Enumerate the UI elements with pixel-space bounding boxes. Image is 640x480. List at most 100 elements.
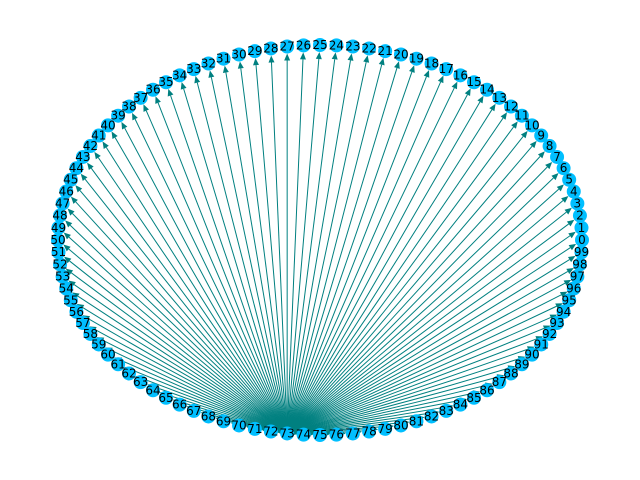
node-8[interactable] xyxy=(542,139,557,154)
node-50[interactable] xyxy=(51,233,65,247)
node-98[interactable] xyxy=(572,257,587,272)
node-81[interactable] xyxy=(409,414,424,429)
node-48[interactable] xyxy=(53,208,68,223)
node-30[interactable] xyxy=(232,47,247,62)
node-77[interactable] xyxy=(345,426,360,441)
node-72[interactable] xyxy=(263,424,278,439)
node-65[interactable] xyxy=(159,390,174,405)
node-23[interactable] xyxy=(345,39,360,54)
node-5[interactable] xyxy=(562,172,577,187)
node-57[interactable] xyxy=(75,316,90,331)
node-35[interactable] xyxy=(159,75,174,90)
node-92[interactable] xyxy=(542,326,557,341)
node-28[interactable] xyxy=(263,41,278,56)
node-67[interactable] xyxy=(186,403,201,418)
node-27[interactable] xyxy=(280,39,295,54)
node-94[interactable] xyxy=(556,304,571,319)
node-97[interactable] xyxy=(570,269,585,284)
node-15[interactable] xyxy=(466,75,481,90)
node-4[interactable] xyxy=(566,184,581,199)
node-83[interactable] xyxy=(439,403,454,418)
node-91[interactable] xyxy=(534,337,549,352)
node-63[interactable] xyxy=(133,375,148,390)
node-21[interactable] xyxy=(378,44,393,59)
node-32[interactable] xyxy=(201,56,216,71)
node-1[interactable] xyxy=(574,220,589,235)
node-78[interactable] xyxy=(362,424,377,439)
node-40[interactable] xyxy=(101,118,116,133)
node-84[interactable] xyxy=(453,397,468,412)
node-59[interactable] xyxy=(91,337,106,352)
node-87[interactable] xyxy=(492,375,507,390)
node-71[interactable] xyxy=(247,421,262,436)
node-38[interactable] xyxy=(122,99,137,114)
node-18[interactable] xyxy=(424,56,439,71)
node-73[interactable] xyxy=(280,426,295,441)
node-25[interactable] xyxy=(313,38,327,52)
node-79[interactable] xyxy=(378,421,393,436)
node-60[interactable] xyxy=(101,347,116,362)
node-14[interactable] xyxy=(480,82,495,97)
node-46[interactable] xyxy=(59,184,74,199)
node-86[interactable] xyxy=(480,383,495,398)
node-54[interactable] xyxy=(59,281,74,296)
node-45[interactable] xyxy=(63,172,78,187)
node-52[interactable] xyxy=(53,257,68,272)
node-12[interactable] xyxy=(503,99,518,114)
node-75[interactable] xyxy=(313,428,327,442)
node-61[interactable] xyxy=(111,357,126,372)
node-58[interactable] xyxy=(83,326,98,341)
node-20[interactable] xyxy=(393,47,408,62)
node-80[interactable] xyxy=(393,418,408,433)
node-16[interactable] xyxy=(453,68,468,83)
node-3[interactable] xyxy=(570,196,585,211)
node-53[interactable] xyxy=(55,269,70,284)
node-34[interactable] xyxy=(172,68,187,83)
node-7[interactable] xyxy=(550,149,565,164)
node-90[interactable] xyxy=(524,347,539,362)
node-13[interactable] xyxy=(492,90,507,105)
node-89[interactable] xyxy=(514,357,529,372)
node-0[interactable] xyxy=(575,233,589,247)
node-22[interactable] xyxy=(362,41,377,56)
node-10[interactable] xyxy=(524,118,539,133)
node-49[interactable] xyxy=(51,220,66,235)
node-19[interactable] xyxy=(409,51,424,66)
node-68[interactable] xyxy=(201,409,216,424)
node-44[interactable] xyxy=(69,161,84,176)
node-82[interactable] xyxy=(424,409,439,424)
node-17[interactable] xyxy=(439,62,454,77)
node-11[interactable] xyxy=(514,108,529,123)
node-69[interactable] xyxy=(216,414,231,429)
node-24[interactable] xyxy=(329,38,344,53)
node-66[interactable] xyxy=(172,397,187,412)
node-33[interactable] xyxy=(186,62,201,77)
node-76[interactable] xyxy=(329,427,344,442)
node-85[interactable] xyxy=(466,390,481,405)
node-96[interactable] xyxy=(566,281,581,296)
node-47[interactable] xyxy=(55,196,70,211)
node-31[interactable] xyxy=(216,51,231,66)
node-2[interactable] xyxy=(572,208,587,223)
node-74[interactable] xyxy=(296,427,311,442)
node-29[interactable] xyxy=(247,44,262,59)
node-51[interactable] xyxy=(51,245,66,260)
node-36[interactable] xyxy=(145,82,160,97)
node-70[interactable] xyxy=(232,418,247,433)
node-43[interactable] xyxy=(75,149,90,164)
node-55[interactable] xyxy=(63,293,78,308)
node-56[interactable] xyxy=(69,304,84,319)
node-37[interactable] xyxy=(133,90,148,105)
node-26[interactable] xyxy=(296,38,311,53)
node-64[interactable] xyxy=(145,383,160,398)
node-42[interactable] xyxy=(83,139,98,154)
node-88[interactable] xyxy=(503,366,518,381)
node-95[interactable] xyxy=(562,293,577,308)
node-41[interactable] xyxy=(91,128,106,143)
node-99[interactable] xyxy=(574,245,589,260)
node-93[interactable] xyxy=(550,316,565,331)
node-39[interactable] xyxy=(111,108,126,123)
node-6[interactable] xyxy=(556,161,571,176)
node-62[interactable] xyxy=(122,366,137,381)
node-9[interactable] xyxy=(534,128,549,143)
